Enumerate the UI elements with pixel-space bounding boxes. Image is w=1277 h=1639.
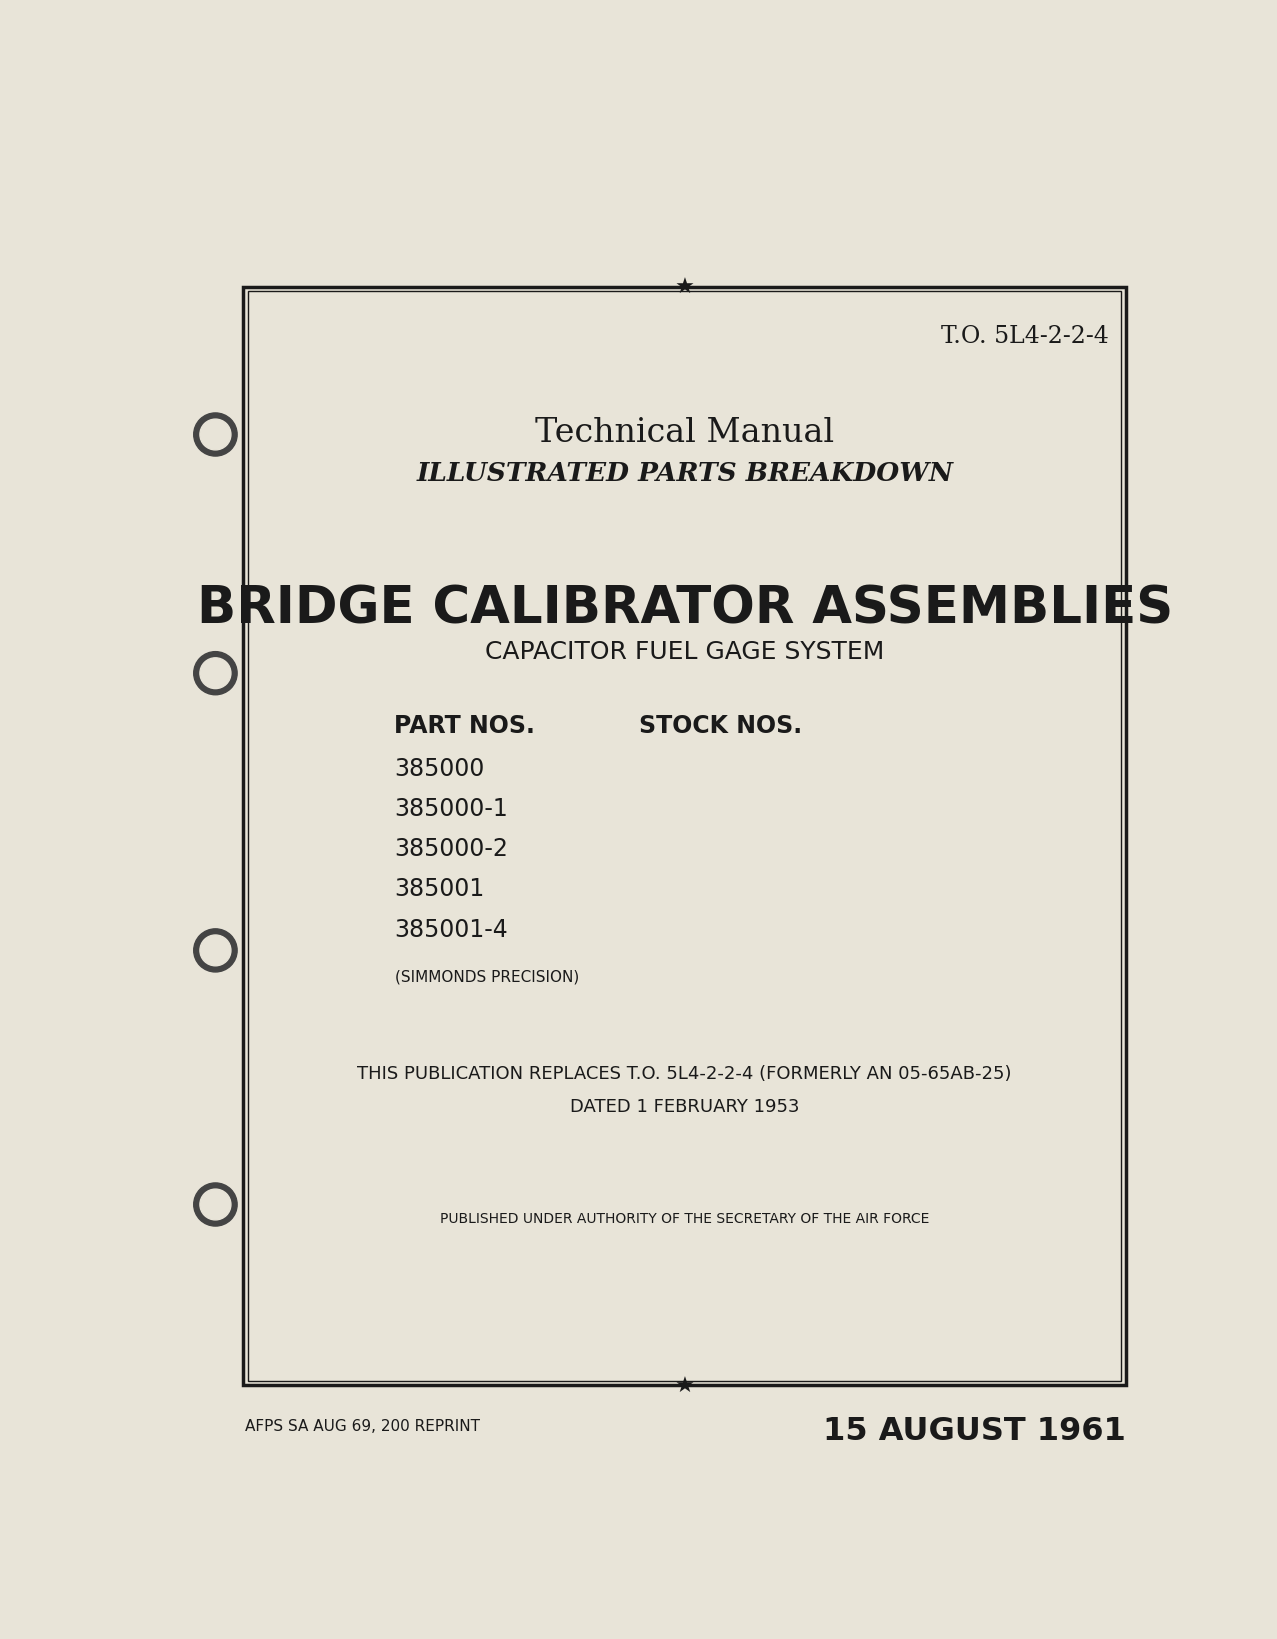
Text: PART NOS.: PART NOS. xyxy=(395,715,535,738)
Text: ★: ★ xyxy=(674,1375,695,1395)
Bar xyxy=(244,287,1126,1385)
Text: AFPS SA AUG 69, 200 REPRINT: AFPS SA AUG 69, 200 REPRINT xyxy=(245,1418,480,1432)
Text: 385000-1: 385000-1 xyxy=(395,797,508,821)
Text: PUBLISHED UNDER AUTHORITY OF THE SECRETARY OF THE AIR FORCE: PUBLISHED UNDER AUTHORITY OF THE SECRETA… xyxy=(441,1211,930,1224)
Circle shape xyxy=(194,413,238,457)
Circle shape xyxy=(194,652,238,695)
Text: 385001: 385001 xyxy=(395,877,485,901)
Text: T.O. 5L4-2-2-4: T.O. 5L4-2-2-4 xyxy=(941,325,1108,347)
Text: DATED 1 FEBRUARY 1953: DATED 1 FEBRUARY 1953 xyxy=(570,1098,799,1116)
Circle shape xyxy=(200,1190,231,1219)
Text: CAPACITOR FUEL GAGE SYSTEM: CAPACITOR FUEL GAGE SYSTEM xyxy=(485,639,885,664)
Text: 15 AUGUST 1961: 15 AUGUST 1961 xyxy=(824,1414,1126,1446)
Circle shape xyxy=(200,659,231,688)
Text: Technical Manual: Technical Manual xyxy=(535,416,834,449)
Circle shape xyxy=(200,936,231,967)
Text: 385001-4: 385001-4 xyxy=(395,916,508,941)
Text: 385000: 385000 xyxy=(395,757,485,780)
Circle shape xyxy=(194,929,238,972)
Text: ★: ★ xyxy=(674,277,695,297)
Circle shape xyxy=(200,420,231,451)
Bar xyxy=(248,292,1121,1382)
Text: (SIMMONDS PRECISION): (SIMMONDS PRECISION) xyxy=(396,969,580,983)
Text: THIS PUBLICATION REPLACES T.O. 5L4-2-2-4 (FORMERLY AN 05-65AB-25): THIS PUBLICATION REPLACES T.O. 5L4-2-2-4… xyxy=(358,1065,1011,1083)
Text: BRIDGE CALIBRATOR ASSEMBLIES: BRIDGE CALIBRATOR ASSEMBLIES xyxy=(197,583,1172,634)
Text: STOCK NOS.: STOCK NOS. xyxy=(638,715,802,738)
Circle shape xyxy=(194,1183,238,1226)
Text: 385000-2: 385000-2 xyxy=(395,838,508,860)
Text: ILLUSTRATED PARTS BREAKDOWN: ILLUSTRATED PARTS BREAKDOWN xyxy=(416,461,953,485)
